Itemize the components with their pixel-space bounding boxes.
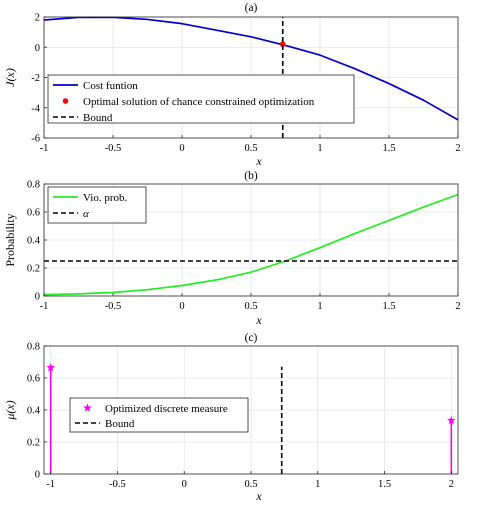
- panel-1: -1 -0.5 0 0.5 1 1.5 2 -6 -4 -2 0 2 (a) x J(x) Cost funt…: [3, 2, 461, 168]
- y-tick-label: 0.2: [27, 438, 40, 449]
- legend-label: Bound: [83, 112, 113, 124]
- panel-label: (c): [245, 332, 258, 344]
- legend-label: α: [83, 208, 89, 220]
- x-tick-label: 2: [455, 143, 460, 154]
- legend: Cost funtion Optimal solution of chance c…: [47, 74, 355, 124]
- x-tick-label: -1: [40, 143, 49, 154]
- x-tick-label: 1: [317, 301, 322, 312]
- series-1-2-point: [279, 41, 286, 48]
- x-tick-label: 2: [455, 301, 460, 312]
- x-tick-label: 0: [179, 143, 184, 154]
- panel-3: -1 -0.5 0 0.5 1 1.5 2 0 0.2 0.4 0.6 0.8 (c) x μ(x) Opti…: [3, 332, 459, 503]
- y-tick-label: 0.4: [27, 406, 41, 417]
- legend-label: Optimized discrete measure: [105, 403, 228, 415]
- y-tick-label: -2: [31, 73, 40, 84]
- x-tick-label: 1.5: [382, 301, 395, 312]
- x-tick-label: 1: [315, 479, 320, 490]
- legend-label: Bound: [105, 418, 135, 430]
- y-axis-label: J(x): [3, 68, 17, 87]
- legend-box: [47, 74, 355, 124]
- x-tick-label: -0.5: [105, 143, 122, 154]
- y-tick-label: 0.4: [27, 236, 41, 247]
- legend-label: Vio. prob.: [83, 192, 128, 204]
- x-tick-label: 1.5: [378, 479, 391, 490]
- legend: Optimized discrete measure Bound: [69, 397, 249, 433]
- y-tick-label: 0.6: [27, 208, 40, 219]
- series-2-1-line: [43, 193, 459, 296]
- y-tick-label: 0: [35, 292, 40, 303]
- legend-label: Optimal solution of chance constrained o…: [83, 96, 315, 108]
- y-tick-label: -4: [31, 103, 40, 114]
- x-tick-label: 0: [179, 301, 184, 312]
- legend-point-swatch: [62, 98, 69, 104]
- y-tick-label: 0: [35, 43, 40, 54]
- x-tick-label: -1: [46, 479, 55, 490]
- x-axis-label: x: [255, 489, 262, 503]
- series-3-1-star-marker: [446, 415, 456, 425]
- x-tick-label: -1: [40, 301, 49, 312]
- x-tick-label: 0.5: [244, 143, 257, 154]
- legend-label: Cost funtion: [83, 80, 138, 92]
- panel-2: -1 -0.5 0 0.5 1 1.5 2 0 0.2 0.4 0.6 0.8 (b) x Probabil…: [3, 170, 461, 327]
- legend-star-swatch: [83, 403, 92, 412]
- y-tick-label: 0.2: [27, 264, 40, 275]
- series-3-1-star-marker: [46, 363, 56, 372]
- y-axis-label: μ(x): [3, 400, 17, 420]
- legend-box: [47, 186, 147, 224]
- x-tick-label: 2: [449, 479, 454, 490]
- legend: Vio. prob. α: [47, 186, 147, 224]
- y-tick-label: 0: [35, 470, 40, 481]
- x-tick-label: 0.5: [244, 301, 257, 312]
- x-tick-label: 0: [182, 479, 187, 490]
- x-tick-label: 1.5: [382, 143, 395, 154]
- y-tick-label: -6: [31, 134, 40, 145]
- panel-label: (b): [244, 170, 258, 182]
- y-tick-label: 0.6: [27, 374, 40, 385]
- legend-box: [69, 397, 249, 433]
- panel-label: (a): [245, 2, 258, 14]
- y-axis-label: Probability: [3, 213, 17, 266]
- y-tick-label: 2: [35, 13, 40, 24]
- y-tick-label: 0.8: [27, 342, 40, 353]
- x-axis-label: x: [255, 313, 262, 327]
- x-tick-label: 0.5: [244, 479, 257, 490]
- x-tick-label: 1: [317, 143, 322, 154]
- y-tick-label: 0.8: [27, 180, 40, 191]
- x-tick-label: -0.5: [109, 479, 126, 490]
- x-axis-label: x: [255, 154, 262, 168]
- x-tick-label: -0.5: [105, 301, 122, 312]
